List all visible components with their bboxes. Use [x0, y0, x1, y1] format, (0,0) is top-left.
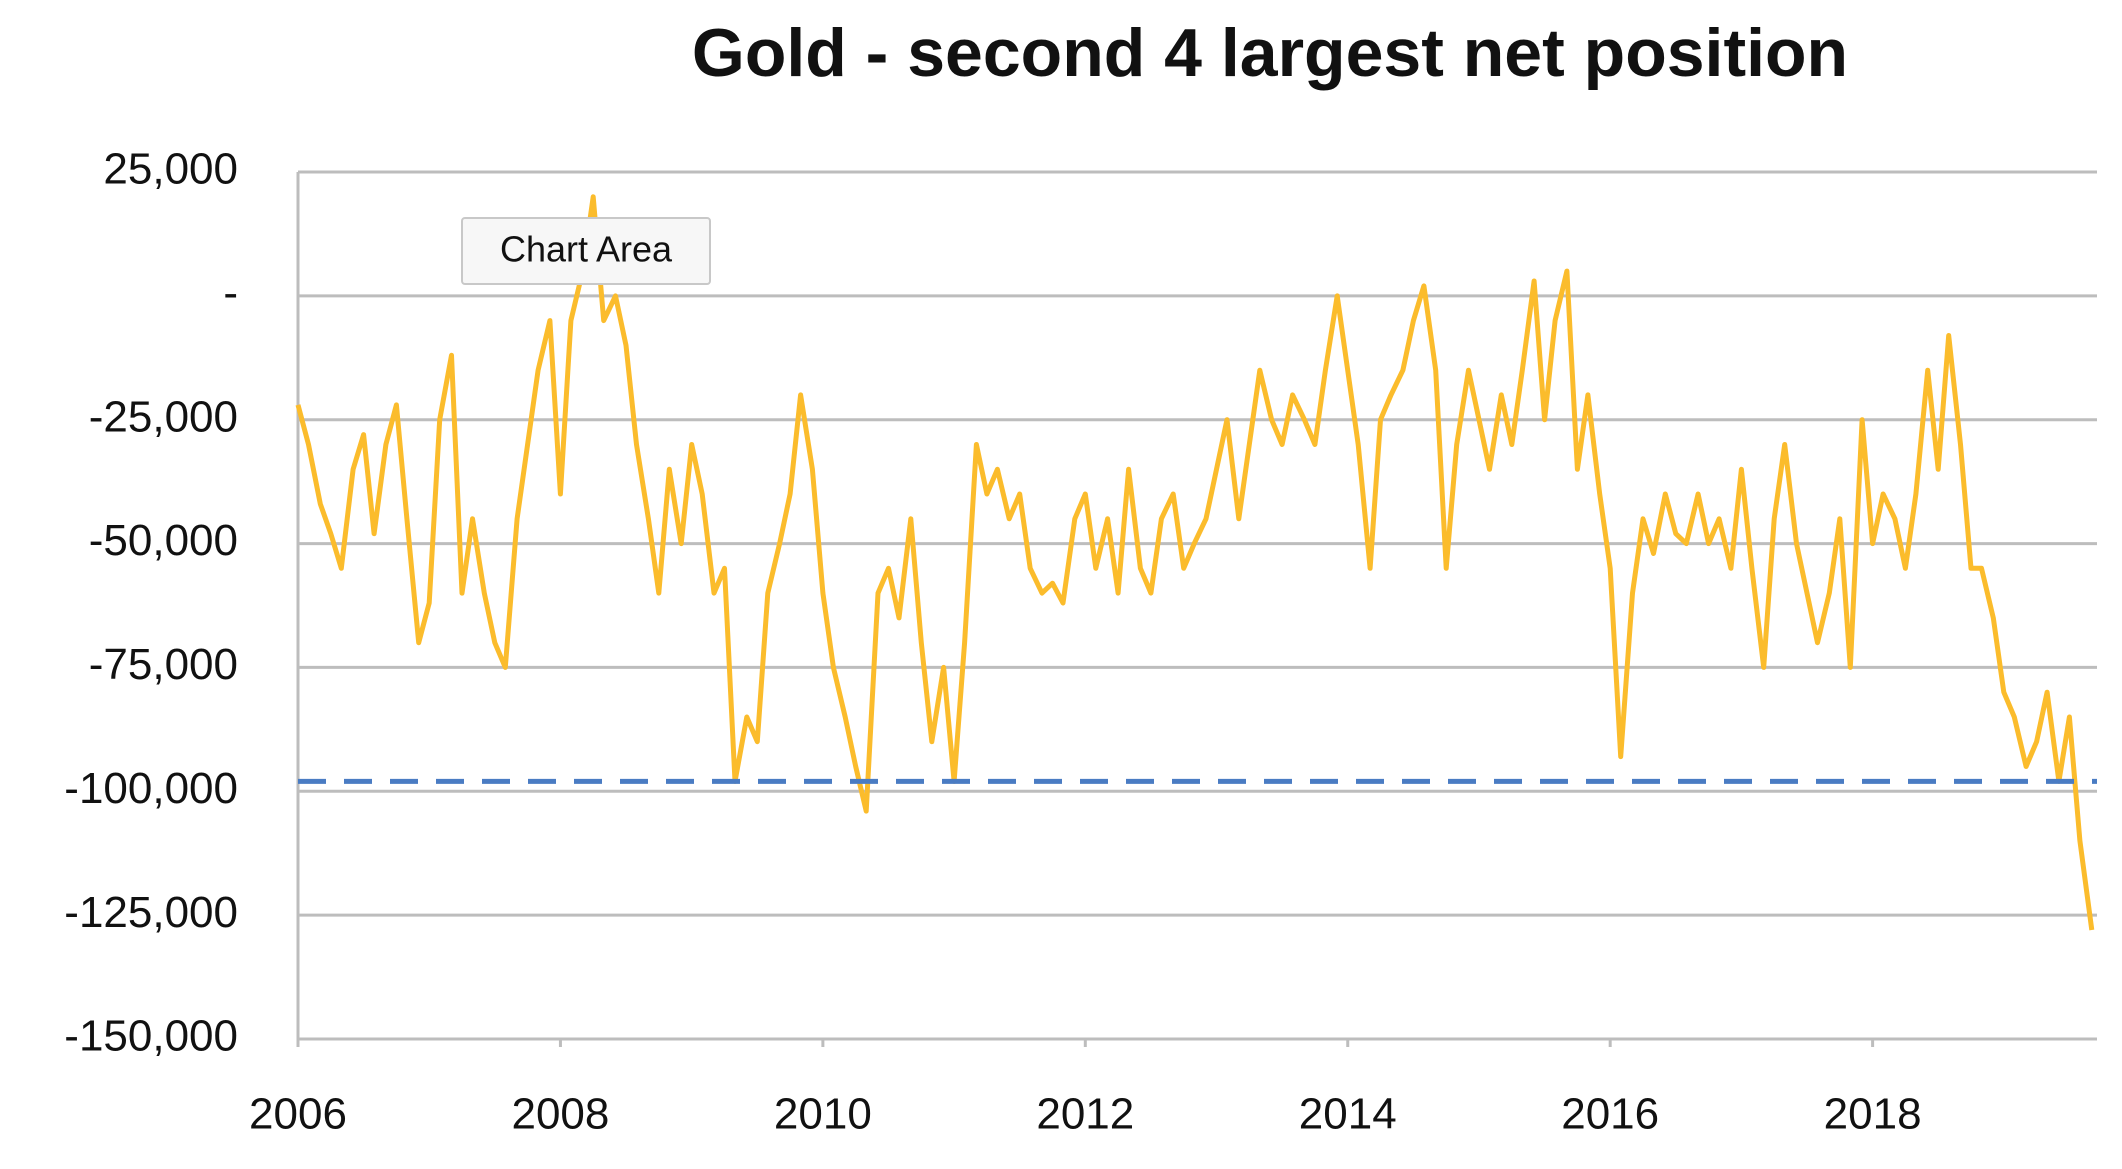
- x-tick-label: 2014: [1299, 1090, 1397, 1139]
- tooltip-text: Chart Area: [500, 229, 673, 270]
- chart-title: Gold - second 4 largest net position: [692, 15, 1848, 91]
- x-tick-label: 2006: [249, 1090, 347, 1139]
- y-tick-label: 25,000: [103, 145, 238, 194]
- y-tick-label: -150,000: [64, 1012, 238, 1061]
- x-tick-label: 2016: [1561, 1090, 1659, 1139]
- y-tick-label: -75,000: [89, 640, 238, 689]
- y-tick-label: -25,000: [89, 392, 238, 441]
- y-tick-label: -: [223, 268, 238, 317]
- y-tick-label: -50,000: [89, 516, 238, 565]
- tooltip: Chart Area: [461, 217, 711, 285]
- x-tick-label: 2010: [774, 1090, 872, 1139]
- x-tick-label: 2008: [511, 1090, 609, 1139]
- y-tick-label: -125,000: [64, 888, 238, 937]
- tooltip-box: [461, 217, 711, 285]
- x-tick-label: 2018: [1824, 1090, 1922, 1139]
- data-line: [295, 194, 2095, 931]
- x-tick-label: 2012: [1036, 1090, 1134, 1139]
- y-tick-label: -100,000: [64, 764, 238, 813]
